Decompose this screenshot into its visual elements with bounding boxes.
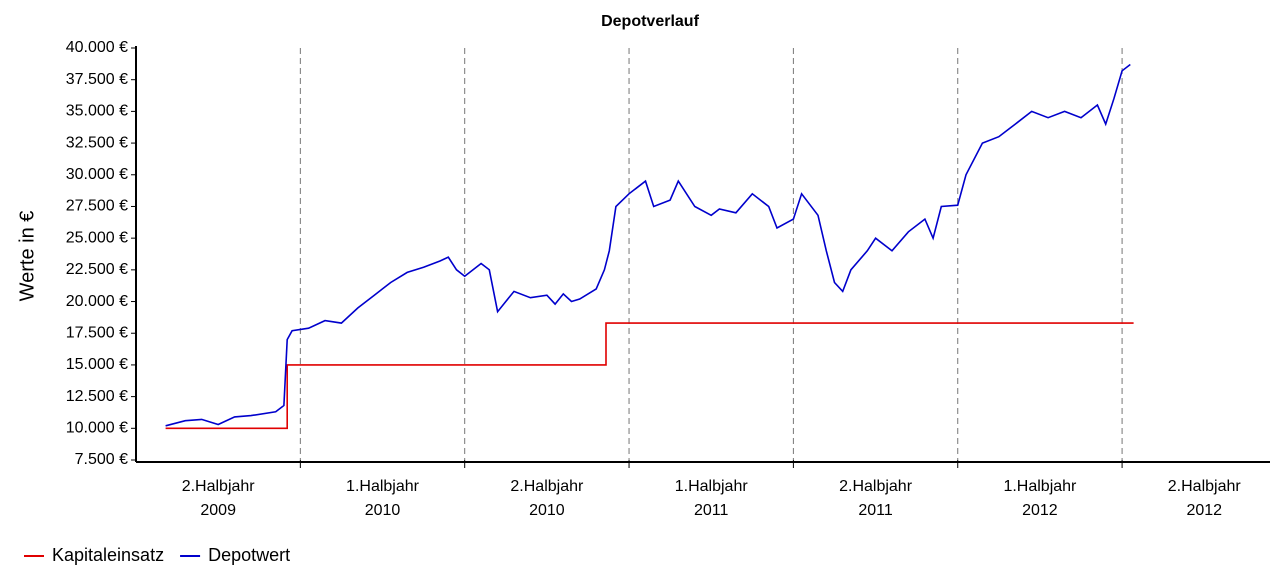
x-tick-label: 2012	[1186, 502, 1222, 519]
y-tick-label: 40.000 €	[66, 39, 128, 56]
y-tick-label: 12.500 €	[66, 388, 128, 405]
x-tick-label: 2.Halbjahr	[1168, 478, 1242, 495]
legend-label: Kapitaleinsatz	[52, 545, 164, 565]
x-tick-label: 2010	[365, 502, 401, 519]
y-tick-label: 27.500 €	[66, 198, 128, 215]
y-tick-label: 22.500 €	[66, 261, 128, 278]
x-tick-label: 1.Halbjahr	[346, 478, 420, 495]
x-tick-label: 2010	[529, 502, 565, 519]
y-tick-label: 15.000 €	[66, 356, 128, 373]
y-tick-label: 30.000 €	[66, 166, 128, 183]
x-tick-label: 2011	[858, 502, 893, 519]
line	[165, 322, 1134, 430]
line	[165, 63, 1131, 427]
y-tick-label: 7.500 €	[75, 451, 128, 468]
x-tick-label: 2012	[1022, 502, 1058, 519]
x-tick-label: 2.Halbjahr	[839, 478, 913, 495]
x-tick-label: 2.Halbjahr	[182, 478, 256, 495]
y-tick-label: 37.500 €	[66, 71, 128, 88]
y-tick-label: 32.500 €	[66, 134, 128, 151]
legend-label: Depotwert	[208, 545, 290, 565]
y-tick-label: 20.000 €	[66, 293, 128, 310]
x-tick-label: 1.Halbjahr	[675, 478, 749, 495]
chart-title: Depotverlauf	[601, 13, 699, 30]
x-tick-label: 2.Halbjahr	[510, 478, 584, 495]
x-tick-label: 2009	[200, 502, 236, 519]
y-tick-label: 25.000 €	[66, 229, 128, 246]
x-tick-label: 1.Halbjahr	[1003, 478, 1077, 495]
y-tick-label: 35.000 €	[66, 103, 128, 120]
y-axis-label: Werte in €	[16, 211, 38, 302]
x-tick-label: 2011	[694, 502, 729, 519]
y-tick-label: 10.000 €	[66, 420, 128, 437]
y-tick-label: 17.500 €	[66, 324, 128, 341]
